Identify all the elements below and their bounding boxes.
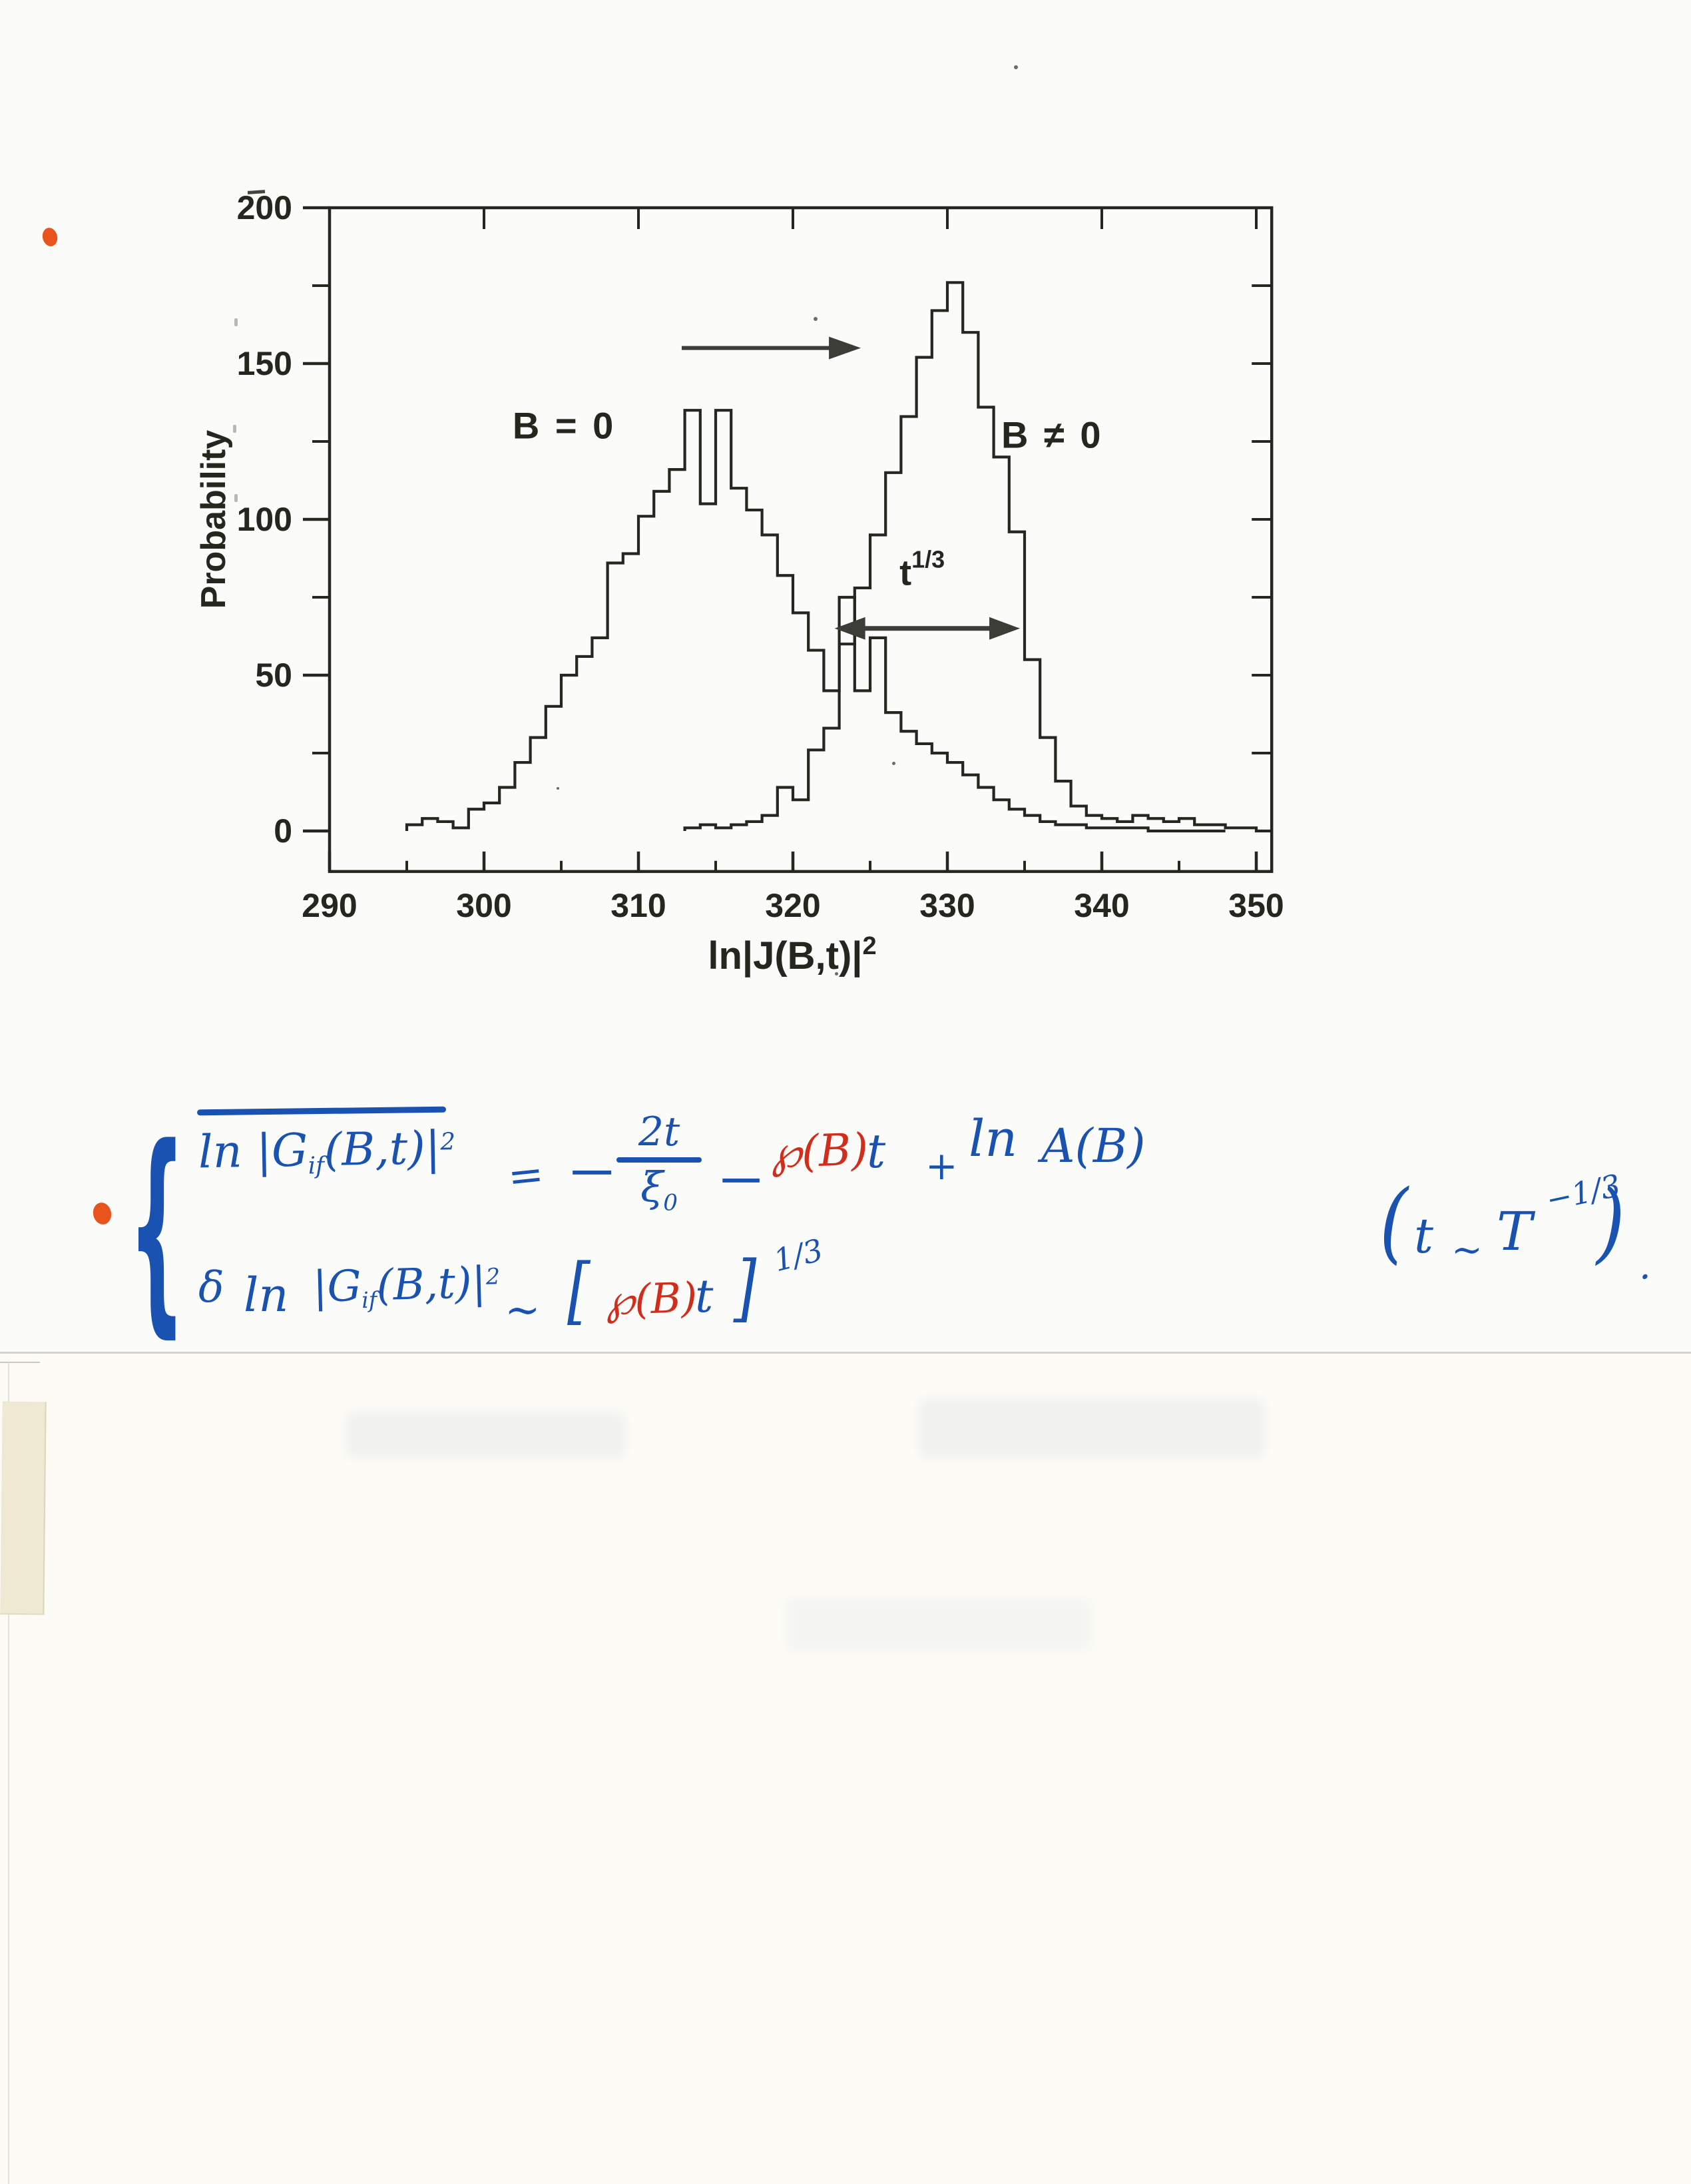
eq1-fraction: 2t ξ0	[614, 1112, 704, 1214]
eq1-script-p: ℘(B)	[770, 1123, 869, 1179]
width-arrow-head-right	[989, 617, 1021, 640]
orange-bullet-equations	[91, 1201, 114, 1227]
eq3-T: T	[1497, 1201, 1533, 1262]
page-seam	[0, 1352, 1691, 1354]
ghost-smudge	[346, 1412, 626, 1458]
eq1-t: t	[867, 1124, 886, 1179]
eq1-AB: A(B)	[1041, 1119, 1146, 1173]
eq2-script-p: ℘(B)	[604, 1272, 698, 1325]
scan-speck	[557, 787, 559, 790]
scan-speck	[234, 494, 238, 502]
y-tick-label: 200	[237, 189, 292, 226]
y-tick-label: 0	[274, 812, 292, 850]
histogram-chart: 0 50 100 150 200 290 300 310 320 330 340 350 Probabi…	[194, 189, 1284, 977]
x-tick-label: 340	[1074, 887, 1129, 924]
y-tick-label: 50	[255, 657, 292, 694]
x-tick-label: 290	[302, 887, 357, 924]
eq2-t: t	[695, 1270, 714, 1323]
x-tick-label: 350	[1228, 887, 1284, 924]
tape-strip	[0, 1401, 47, 1615]
eq2-ln: ln	[244, 1268, 289, 1322]
plot-frame	[328, 206, 1274, 874]
lower-sheet	[0, 1354, 1691, 2184]
eq1-plus: +	[925, 1143, 958, 1189]
width-arrow-head-left	[834, 617, 865, 640]
eq2-exponent: 1/3	[770, 1231, 827, 1279]
eq1-equals: =	[505, 1149, 547, 1203]
eq2-sim: ∼	[505, 1286, 541, 1335]
x-tick-label: 330	[919, 887, 975, 924]
sheet-edge-line	[8, 1362, 9, 2184]
scan-speck	[234, 318, 238, 326]
eq2-rbracket: ]	[734, 1244, 757, 1330]
eq1-ln2: ln	[969, 1109, 1018, 1168]
eq2-lbracket: [	[567, 1247, 591, 1333]
eq3-lparen: (	[1379, 1171, 1408, 1273]
average-overline	[196, 1106, 447, 1116]
scan-speck	[814, 317, 818, 321]
series-label-1: B ≠ 0	[1001, 413, 1103, 455]
scan-speck	[835, 972, 838, 975]
eq1-minus2: −	[716, 1151, 766, 1208]
series-label-0: B = 0	[513, 404, 616, 446]
eq2-delta: δ	[198, 1263, 224, 1312]
x-tick-label: 300	[456, 887, 511, 924]
axes: 0 50 100 150 200 290 300 310 320 330 340 350 Probabi…	[194, 189, 1284, 977]
y-tick-label: 150	[237, 345, 292, 382]
eq2-lhs: |Gif(B,t)|2	[312, 1258, 501, 1314]
histogram-series-0	[405, 409, 1226, 833]
eq1-minus: −	[566, 1143, 618, 1200]
eq3-period: .	[1639, 1244, 1651, 1288]
eq3-rparen: )	[1596, 1171, 1625, 1273]
fraction-bar	[616, 1157, 702, 1163]
scan-speck	[892, 762, 895, 765]
curly-brace: {	[128, 1100, 186, 1358]
ghost-smudge	[786, 1598, 1092, 1651]
scan-speck	[1014, 65, 1018, 69]
eq3-t: t	[1414, 1208, 1433, 1264]
y-tick-label: 100	[237, 501, 292, 538]
page-seam-end	[0, 1362, 40, 1363]
ghost-smudge	[919, 1398, 1265, 1458]
histogram-series-1	[683, 281, 1272, 833]
x-axis-title: ln|J(B,t)|2	[708, 932, 876, 977]
shift-arrow-head	[829, 336, 861, 360]
scan-speck	[233, 425, 236, 433]
y-axis-title: Probability	[194, 430, 233, 609]
eq1-lhs: ln |Gif(B,t)|2	[198, 1122, 456, 1180]
x-tick-label: 310	[610, 887, 666, 924]
x-tick-label: 320	[765, 887, 820, 924]
t13-label: t1/3	[899, 545, 945, 593]
eq3-sim: ∼	[1451, 1228, 1483, 1272]
